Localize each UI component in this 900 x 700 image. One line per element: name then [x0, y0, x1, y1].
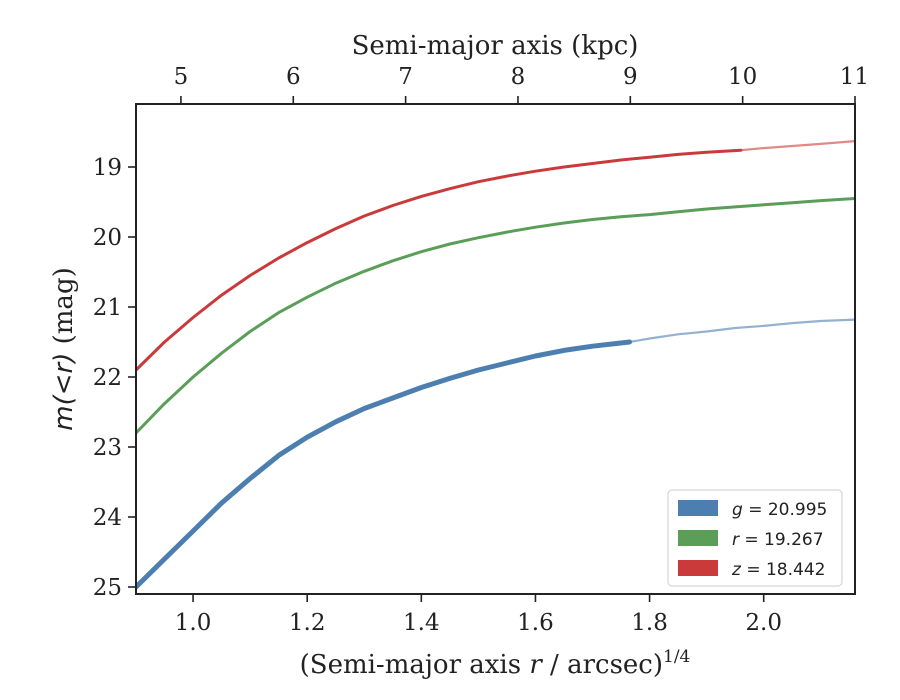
top-tick-label-7: 7: [398, 64, 413, 90]
top-axis-title: Semi-major axis (kpc): [352, 31, 639, 61]
y-tick-label-19: 19: [93, 155, 122, 181]
bottom-axis-title-exponent: 1/4: [663, 647, 690, 667]
top-tick-label-10: 10: [728, 64, 757, 90]
legend-label-r: r = 19.267: [732, 530, 824, 550]
bottom-axis-title-tail: / arcsec): [542, 650, 663, 680]
x-tick-label-2.0: 2.0: [745, 610, 782, 636]
y-axis-title: m(<r) (mag): [49, 267, 79, 430]
bottom-x-axis: 1.0 1.2 1.4 1.6 1.8 2.0: [175, 594, 782, 636]
legend-swatch-z: [678, 560, 718, 576]
x-tick-label-1.8: 1.8: [631, 610, 668, 636]
legend-value-r: = 19.267: [739, 530, 824, 550]
x-tick-label-1.0: 1.0: [175, 610, 212, 636]
y-tick-label-23: 23: [93, 435, 122, 461]
legend-label-z: z = 18.442: [731, 560, 825, 580]
y-tick-label-24: 24: [93, 505, 122, 531]
plot-frame: [135, 103, 856, 595]
bottom-axis-title: (Semi-major axis r / arcsec)1/4: [300, 647, 691, 680]
series-r-line: [136, 197, 855, 435]
y-tick-label-21: 21: [93, 295, 122, 321]
series-z-line: [136, 148, 743, 372]
y-axis: 19 20 21 22 23 24 25: [93, 155, 136, 601]
legend-swatch-r: [678, 530, 718, 546]
series-layer: [136, 140, 855, 590]
legend-swatch-g: [678, 500, 718, 516]
legend-value-z: = 18.442: [741, 560, 826, 580]
legend-label-g: g = 20.995: [732, 500, 827, 520]
y-tick-label-25: 25: [93, 575, 122, 601]
series-z-extension: [740, 140, 855, 152]
legend-var-g: g: [732, 500, 743, 520]
legend: g = 20.995 r = 19.267 z = 18.442: [667, 489, 843, 587]
top-tick-label-6: 6: [286, 64, 301, 90]
series-g-extension: [629, 318, 855, 344]
y-tick-label-20: 20: [93, 225, 122, 251]
top-tick-label-11: 11: [840, 64, 869, 90]
top-x-axis: 5 6 7 8 9 10 11: [174, 64, 869, 104]
top-tick-label-8: 8: [511, 64, 526, 90]
x-tick-label-1.2: 1.2: [289, 610, 326, 636]
legend-value-g: = 20.995: [743, 500, 828, 520]
top-tick-label-9: 9: [623, 64, 638, 90]
y-axis-title-unit: (mag): [49, 267, 79, 352]
bottom-axis-title-var: r: [529, 650, 543, 680]
y-tick-label-22: 22: [93, 365, 122, 391]
legend-var-r: r: [732, 530, 740, 550]
legend-var-z: z: [731, 560, 742, 580]
top-tick-label-5: 5: [174, 64, 189, 90]
x-tick-label-1.4: 1.4: [403, 610, 440, 636]
x-tick-label-1.6: 1.6: [517, 610, 554, 636]
bottom-axis-title-lead: (Semi-major axis: [300, 650, 530, 680]
y-axis-title-var: m(<r): [49, 353, 79, 431]
series-g-line: [136, 339, 633, 590]
